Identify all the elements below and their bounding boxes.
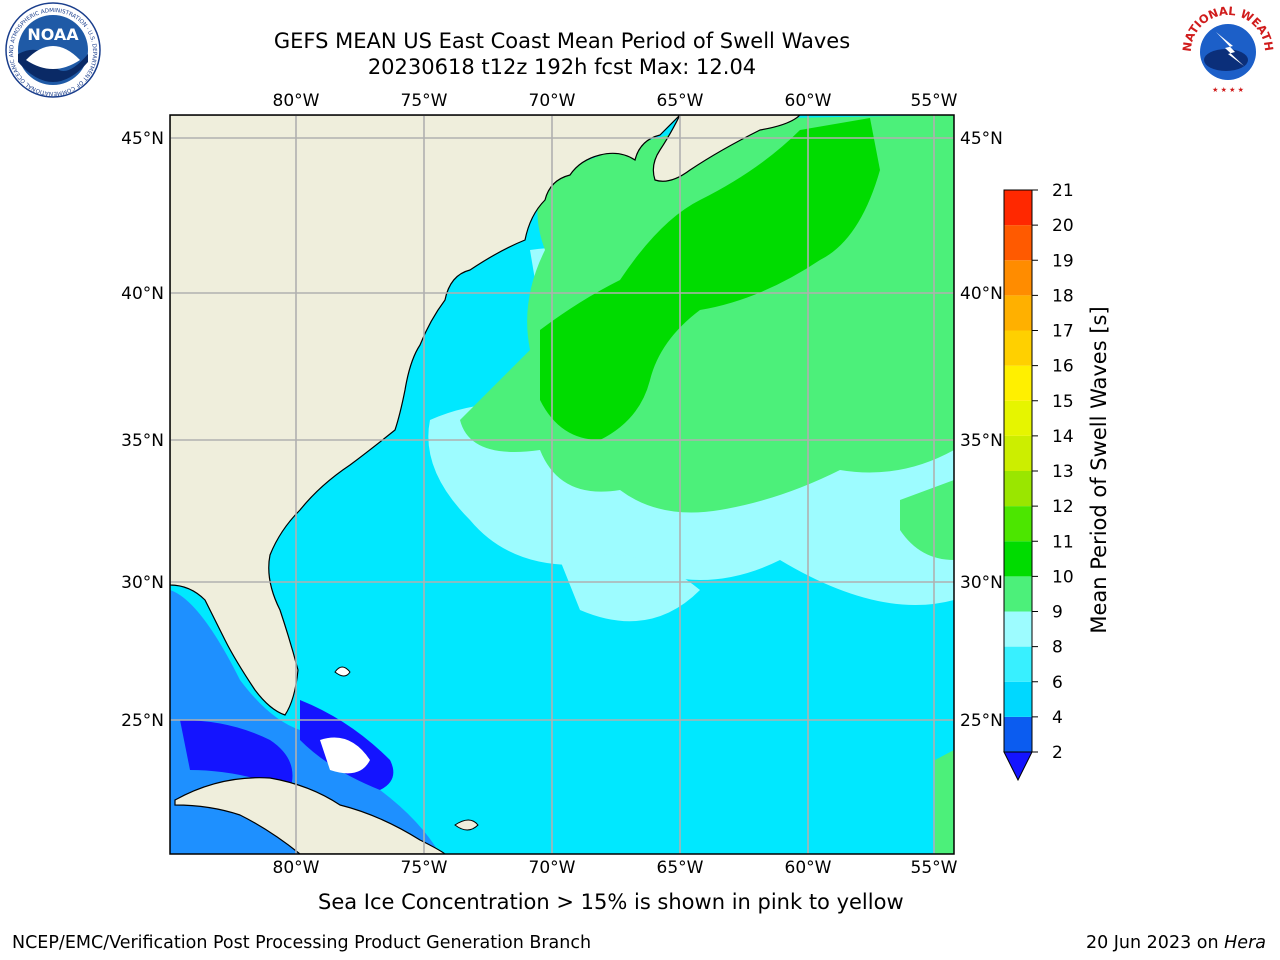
colorbar-segment [1004, 365, 1032, 401]
run-date: 20 Jun 2023 on [1085, 933, 1225, 953]
colorbar-tick-label: 12 [1052, 497, 1074, 517]
swell-zone-9-10-south [935, 750, 954, 854]
colorbar-segment [1004, 190, 1032, 226]
colorbar-segment [1004, 260, 1032, 296]
colorbar-tick-label: 13 [1052, 462, 1074, 482]
colorbar-segment [1004, 506, 1032, 542]
colorbar-segment [1004, 400, 1032, 436]
lon-label: 70°W [529, 91, 576, 111]
lat-label: 30°N [121, 573, 164, 593]
colorbar: 2 4 6 8 9 10 11 12 13 14 15 16 17 18 19 20 21 [1003, 181, 1074, 782]
colorbar-tick-label: 19 [1052, 251, 1074, 271]
colorbar-tick-label: 10 [1052, 567, 1074, 587]
noaa-wordmark: NOAA [27, 25, 79, 44]
lat-label: 25°N [121, 711, 164, 731]
lon-label: 60°W [785, 91, 832, 111]
colorbar-segment [1004, 576, 1032, 612]
lat-labels-right: 45°N 40°N 35°N 30°N 25°N [960, 129, 1003, 731]
lon-label: 55°W [911, 858, 958, 878]
colorbar-segment [1004, 541, 1032, 577]
lon-label: 65°W [657, 858, 704, 878]
lon-label: 80°W [273, 858, 320, 878]
lat-label: 35°N [960, 431, 1003, 451]
lat-label: 40°N [121, 284, 164, 304]
lon-labels-bottom: 80°W 75°W 70°W 65°W 60°W 55°W [273, 858, 958, 878]
colorbar-segment [1004, 611, 1032, 647]
colorbar-tick-label: 14 [1052, 427, 1074, 447]
land-cuba [174, 777, 446, 854]
swell-zone-10-11 [540, 118, 880, 440]
colorbar-tick-label: 9 [1052, 603, 1063, 623]
map-area [170, 115, 954, 854]
colorbar-tick-label: 16 [1052, 357, 1074, 377]
colorbar-segment [1004, 225, 1032, 261]
lat-labels-left: 45°N 40°N 35°N 30°N 25°N [121, 129, 164, 731]
colorbar-segment [1004, 646, 1032, 682]
colorbar-tick-label: 17 [1052, 322, 1074, 342]
lat-label: 25°N [960, 711, 1003, 731]
colorbar-segment [1004, 471, 1032, 507]
map-frame [169, 114, 955, 855]
colorbar-under-triangle [1003, 751, 1033, 782]
lat-label: 45°N [960, 129, 1003, 149]
land-island-bahamas [334, 666, 351, 677]
land-island-hispaniola-tip [454, 819, 479, 831]
lon-label: 65°W [657, 91, 704, 111]
map-title: GEFS MEAN US East Coast Mean Period of S… [273, 29, 851, 53]
lat-label: 40°N [960, 284, 1003, 304]
lat-label: 35°N [121, 431, 164, 451]
colorbar-tick-label: 15 [1052, 392, 1074, 412]
noaa-logo: NATIONAL OCEANIC AND ATMOSPHERIC ADMINIS… [2, 2, 101, 98]
lon-label: 75°W [401, 858, 448, 878]
sea-ice-note: Sea Ice Concentration > 15% is shown in … [318, 890, 904, 914]
land-us-east-coast [170, 115, 681, 716]
colorbar-tick-label: 2 [1052, 743, 1063, 763]
colorbar-tick-label: 4 [1052, 708, 1063, 728]
map-subtitle: 20230618 t12z 192h fcst Max: 12.04 [367, 55, 757, 79]
colorbar-label: Mean Period of Swell Waves [s] [1087, 306, 1111, 633]
colorbar-segment [1004, 716, 1032, 752]
nws-logo: NATIONAL WEATHER SERVICE ★ ★ ★ ★ [1178, 2, 1276, 96]
colorbar-tick-label: 21 [1052, 181, 1074, 201]
swell-zone-8-9-south [560, 554, 700, 622]
colorbar-tick-label: 8 [1052, 638, 1063, 658]
colorbar-segment [1004, 681, 1032, 717]
swell-zone-9-10-east [900, 480, 954, 560]
colorbar-tick-label: 11 [1052, 532, 1074, 552]
colorbar-tick-label: 18 [1052, 286, 1074, 306]
colorbar-segment [1004, 295, 1032, 331]
credit-line: NCEP/EMC/Verification Post Processing Pr… [12, 933, 592, 953]
colorbar-tick-label: 20 [1052, 216, 1074, 236]
colorbar-segment [1004, 435, 1032, 471]
lon-label: 80°W [273, 91, 320, 111]
lat-label: 45°N [121, 129, 164, 149]
grid-lines [170, 115, 954, 854]
nws-stars: ★ ★ ★ ★ [1212, 86, 1244, 94]
lat-label: 30°N [960, 573, 1003, 593]
colorbar-tick-label: 6 [1052, 673, 1063, 693]
lon-label: 60°W [785, 858, 832, 878]
lon-label: 70°W [529, 858, 576, 878]
lon-label: 75°W [401, 91, 448, 111]
lon-label: 55°W [911, 91, 958, 111]
date-line: 20 Jun 2023 on Hera [1086, 933, 1266, 953]
lon-labels-top: 80°W 75°W 70°W 65°W 60°W 55°W [273, 91, 958, 111]
land-nova-scotia [652, 115, 801, 182]
masked-shallow-area [320, 737, 370, 774]
machine-name: Hera [1224, 933, 1266, 953]
colorbar-segment [1004, 330, 1032, 366]
swell-zone-below-2 [180, 720, 293, 790]
